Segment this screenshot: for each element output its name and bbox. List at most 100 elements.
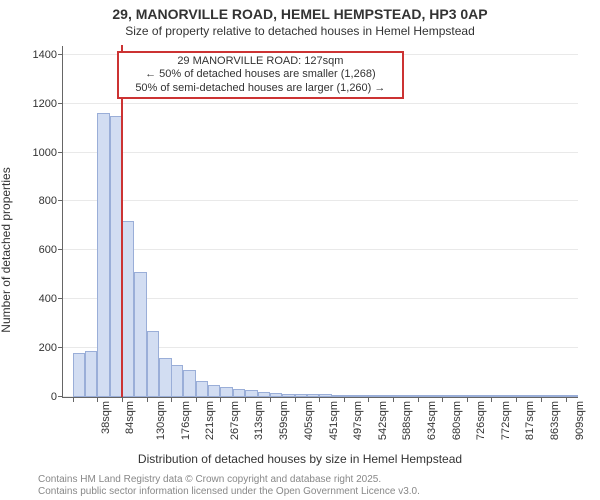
histogram-bar [516,395,528,397]
histogram-bar [183,370,195,397]
histogram-bar [491,395,503,397]
chart-subtitle: Size of property relative to detached ho… [0,24,600,38]
xtick-mark [97,397,98,402]
xtick-label: 221sqm [204,401,216,440]
xtick-label: 726sqm [476,401,488,440]
annotation-line: ← 50% of detached houses are smaller (1,… [125,68,395,81]
histogram-bar [196,381,208,397]
histogram-bar [97,113,109,397]
ytick-label: 1400 [33,49,63,61]
xtick-label: 497sqm [353,401,365,440]
xtick-label: 313sqm [254,401,266,440]
xtick-label: 863sqm [549,401,561,440]
histogram-bar [282,394,294,397]
histogram-bar [147,331,159,397]
xtick-mark [196,397,197,402]
xtick-mark [171,397,172,402]
histogram-bar [295,394,307,397]
histogram-bar [270,393,282,397]
xtick-mark [295,397,296,402]
histogram-bar [381,395,393,397]
histogram-bar [467,395,479,397]
xtick-label: 542sqm [377,401,389,440]
histogram-bar [405,395,417,397]
xtick-label: 38sqm [100,401,112,434]
xtick-label: 634sqm [426,401,438,440]
plot-area: 020040060080010001200140038sqm84sqm130sq… [62,46,578,398]
ytick-label: 600 [39,244,63,256]
xtick-mark [73,397,74,402]
xtick-mark [393,397,394,402]
histogram-bar [541,395,553,397]
xtick-mark [220,397,221,402]
histogram-bar [418,395,430,397]
xtick-label: 130sqm [155,401,167,440]
histogram-bar [122,221,134,397]
annotation-line: 50% of semi-detached houses are larger (… [125,82,395,95]
ytick-label: 0 [51,391,63,403]
xtick-label: 588sqm [401,401,413,440]
histogram-bar [368,395,380,397]
histogram-bar [73,353,85,397]
ytick-label: 1000 [33,147,63,159]
histogram-bar [430,395,442,397]
gridline [63,249,578,250]
histogram-bar [480,395,492,397]
xtick-mark [442,397,443,402]
annotation-line: 29 MANORVILLE ROAD: 127sqm [125,55,395,68]
gridline [63,200,578,201]
histogram-bar [528,395,540,397]
footer-line-2: Contains public sector information licen… [38,486,420,498]
xtick-mark [122,397,123,402]
xtick-label: 267sqm [229,401,241,440]
xtick-label: 680sqm [451,401,463,440]
ytick-label: 800 [39,195,63,207]
histogram-bar [134,272,146,397]
ytick-label: 400 [39,293,63,305]
x-axis-label: Distribution of detached houses by size … [0,452,600,466]
xtick-mark [245,397,246,402]
histogram-bar [208,385,220,397]
histogram-bar [171,365,183,397]
xtick-label: 359sqm [278,401,290,440]
xtick-mark [418,397,419,402]
histogram-bar [553,395,565,397]
xtick-mark [516,397,517,402]
chart-container: { "chart": { "type": "histogram", "title… [0,0,600,500]
xtick-label: 405sqm [303,401,315,440]
xtick-mark [368,397,369,402]
xtick-mark [541,397,542,402]
xtick-mark [491,397,492,402]
xtick-mark [566,397,567,402]
footer-line-1: Contains HM Land Registry data © Crown c… [38,474,420,486]
histogram-bar [504,395,516,397]
xtick-mark [467,397,468,402]
histogram-bar [455,395,467,397]
xtick-mark [344,397,345,402]
histogram-bar [393,395,405,397]
xtick-label: 772sqm [500,401,512,440]
xtick-label: 176sqm [180,401,192,440]
histogram-bar [344,395,356,397]
histogram-bar [258,392,270,397]
histogram-bar [245,390,257,397]
xtick-mark [319,397,320,402]
histogram-bar [442,395,454,397]
xtick-label: 84sqm [124,401,136,434]
gridline [63,152,578,153]
ytick-label: 200 [39,342,63,354]
chart-title: 29, MANORVILLE ROAD, HEMEL HEMPSTEAD, HP… [0,6,600,22]
histogram-bar [566,395,578,397]
histogram-bar [159,358,171,397]
xtick-label: 451sqm [328,401,340,440]
xtick-mark [270,397,271,402]
histogram-bar [85,351,97,397]
xtick-label: 817sqm [525,401,537,440]
histogram-bar [332,395,344,397]
annotation-box: 29 MANORVILLE ROAD: 127sqm← 50% of detac… [117,51,403,99]
y-axis-label: Number of detached properties [0,167,13,332]
histogram-bar [356,395,368,397]
histogram-bar [307,394,319,397]
xtick-label: 909sqm [574,401,586,440]
ytick-label: 1200 [33,98,63,110]
